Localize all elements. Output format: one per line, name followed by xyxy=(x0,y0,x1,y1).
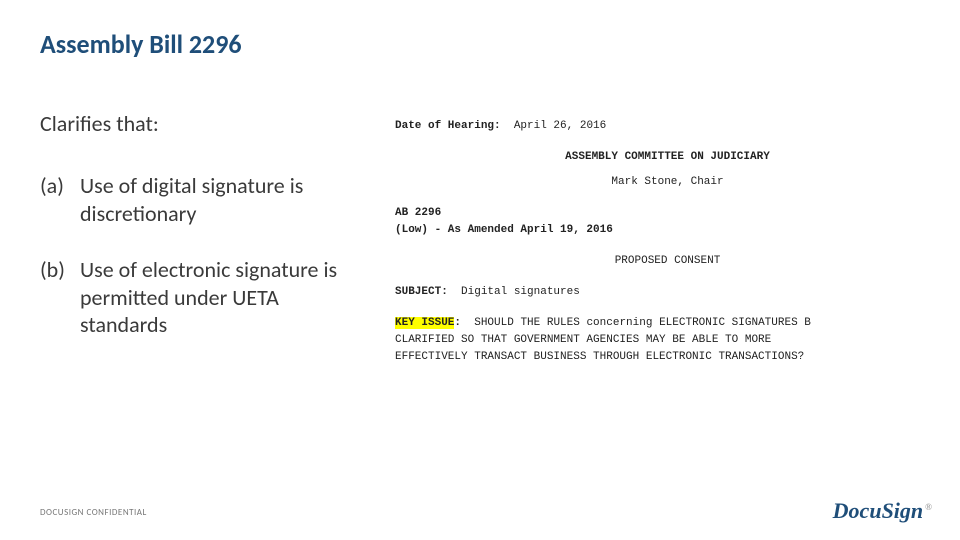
logo-part1: Docu xyxy=(833,498,882,523)
list-marker-a: (a) xyxy=(40,172,80,227)
doc-bill-line1: AB 2296 xyxy=(395,205,940,222)
doc-key-issue-text-1: SHOULD THE RULES concerning ELECTRONIC S… xyxy=(461,317,811,329)
doc-subject-value: Digital signatures xyxy=(461,286,580,298)
page-title: Assembly Bill 2296 xyxy=(40,28,242,60)
logo-part2: Sign xyxy=(882,498,924,523)
doc-committee: ASSEMBLY COMMITTEE ON JUDICIARY xyxy=(395,149,940,166)
list-text-a: Use of digital signature is discretionar… xyxy=(80,172,370,227)
list-text-b: Use of electronic signature is permitted… xyxy=(80,256,370,339)
doc-subject-label: SUBJECT: xyxy=(395,286,448,298)
slide: Assembly Bill 2296 Clarifies that: (a) U… xyxy=(0,0,960,540)
docusign-logo: DocuSign® xyxy=(833,498,932,524)
list-item-b: (b) Use of electronic signature is permi… xyxy=(40,256,370,339)
doc-consent: PROPOSED CONSENT xyxy=(395,253,940,270)
logo-registered-icon: ® xyxy=(925,502,932,512)
doc-hearing-row: Date of Hearing: April 26, 2016 xyxy=(395,118,940,135)
list-marker-b: (b) xyxy=(40,256,80,339)
doc-key-issue-row2: CLARIFIED SO THAT GOVERNMENT AGENCIES MA… xyxy=(395,332,940,349)
doc-key-issue-row1: KEY ISSUE: SHOULD THE RULES concerning E… xyxy=(395,315,940,332)
doc-chair: Mark Stone, Chair xyxy=(395,174,940,191)
doc-hearing-label: Date of Hearing: xyxy=(395,120,501,132)
list-item-a: (a) Use of digital signature is discreti… xyxy=(40,172,370,227)
doc-hearing-date: April 26, 2016 xyxy=(514,120,606,132)
doc-bill-line2: (Low) - As Amended April 19, 2016 xyxy=(395,222,940,239)
intro-text: Clarifies that: xyxy=(40,110,159,137)
doc-subject-row: SUBJECT: Digital signatures xyxy=(395,284,940,301)
confidential-label: DOCUSIGN CONFIDENTIAL xyxy=(40,507,147,518)
doc-key-issue-row3: EFFECTIVELY TRANSACT BUSINESS THROUGH EL… xyxy=(395,349,940,366)
document-excerpt: Date of Hearing: April 26, 2016 ASSEMBLY… xyxy=(395,118,940,366)
doc-key-issue-label: KEY ISSUE xyxy=(395,317,454,329)
